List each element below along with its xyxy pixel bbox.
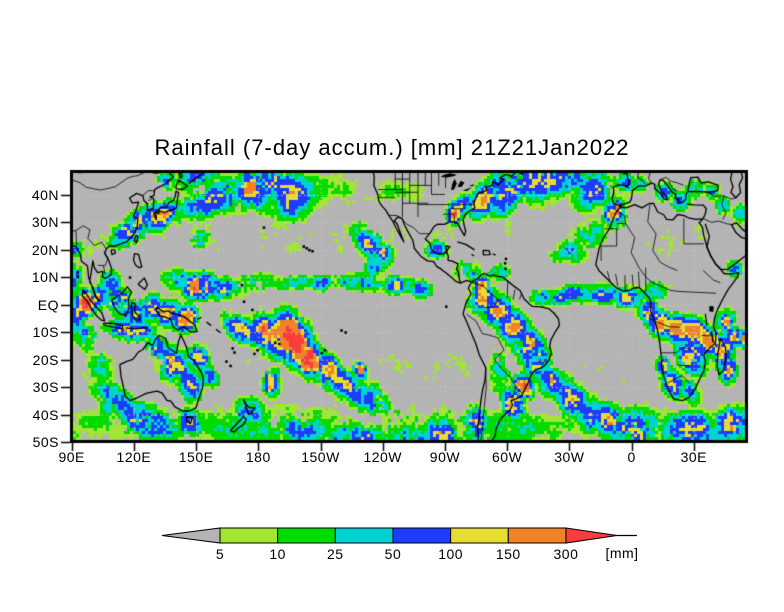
colorbar-over-arrow [565, 527, 618, 544]
colorbar [161, 527, 637, 544]
lon-tick-label-90E: 90E [58, 449, 85, 465]
colorbar-under-arrow [161, 527, 221, 544]
lat-tick-label-50S: 50S [32, 433, 59, 450]
lon-tick-label-30W: 30W [554, 449, 585, 465]
lat-tick-label-40N: 40N [31, 187, 59, 203]
lon-tick-label-90W: 90W [429, 449, 461, 465]
lon-tick-label-180: 180 [245, 449, 271, 465]
colorbar-level-label-10: 10 [269, 546, 286, 562]
colorbar-segment-25 [334, 527, 394, 544]
colorbar-segment-5 [219, 527, 279, 544]
lon-tick-label-60W: 60W [492, 449, 523, 465]
lon-tick-label-30E: 30E [680, 449, 707, 465]
lat-tick-label-EQ: EQ [37, 296, 59, 313]
colorbar-level-label-5: 5 [215, 546, 225, 562]
colorbar-segment-150 [507, 527, 567, 544]
lat-tick-label-40S: 40S [32, 406, 59, 423]
colorbar-segment-10 [277, 527, 336, 544]
colorbar-level-label-150: 150 [495, 546, 521, 562]
colorbar-level-label-25: 25 [327, 546, 344, 562]
lon-tick-label-120W: 120W [363, 449, 403, 465]
lat-tick-label-30S: 30S [32, 379, 59, 396]
lat-tick-label-30N: 30N [31, 214, 59, 231]
lat-tick-label-10N: 10N [31, 269, 59, 286]
lon-tick-label-150W: 150W [301, 449, 340, 465]
lon-tick-label-120E: 120E [116, 449, 152, 465]
colorbar-segment-50 [392, 527, 452, 544]
lat-tick-label-20S: 20S [32, 351, 59, 368]
lon-tick-label-0: 0 [627, 449, 636, 465]
colorbar-level-label-300: 300 [553, 546, 579, 562]
lat-tick-label-10S: 10S [32, 324, 59, 341]
colorbar-level-label-50: 50 [384, 546, 402, 562]
lat-tick-label-20N: 20N [31, 241, 59, 258]
colorbar-segment-100 [450, 527, 509, 544]
lon-tick-label-150E: 150E [178, 449, 214, 465]
colorbar-level-label-100: 100 [438, 546, 464, 562]
colorbar-unit-label: [mm] [605, 545, 639, 561]
